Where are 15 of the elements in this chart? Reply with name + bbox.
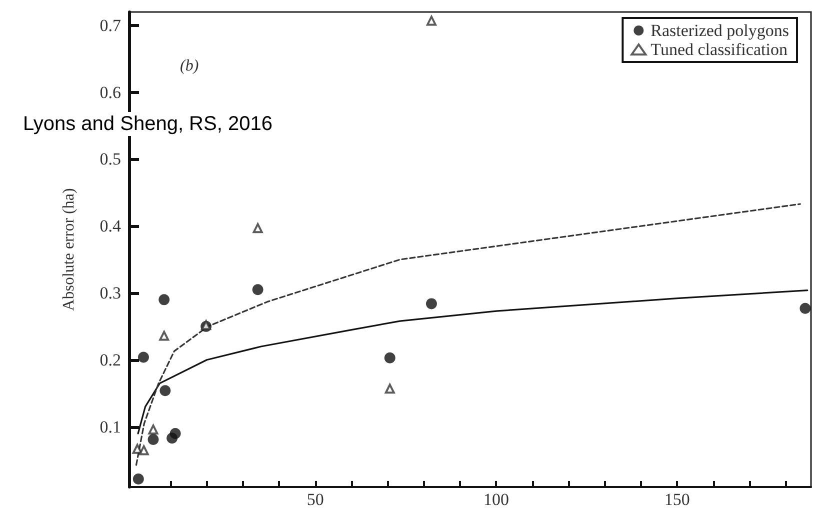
- y-tick-label: 0.4: [100, 216, 122, 236]
- y-tick-label: 0.1: [100, 417, 121, 436]
- y-tick-label: 0.3: [100, 283, 121, 302]
- y-tick-label: 0.2: [100, 350, 121, 370]
- legend-label: Rasterized polygons: [650, 21, 790, 40]
- y-tick-label: 0.5: [100, 150, 121, 169]
- x-tick-label: 150: [664, 490, 690, 509]
- x-tick-label: 50: [306, 490, 324, 509]
- y-axis-title: Absolute error (ha): [60, 188, 78, 311]
- legend-label: Tuned classification: [650, 40, 788, 59]
- annotation: Lyons and Sheng, RS, 2016: [23, 113, 272, 135]
- y-tick-label: 0.7: [100, 16, 122, 35]
- y-tick-label: 0.6: [100, 82, 121, 102]
- x-tick-label: 100: [483, 490, 509, 509]
- annotation: (b): [180, 58, 199, 74]
